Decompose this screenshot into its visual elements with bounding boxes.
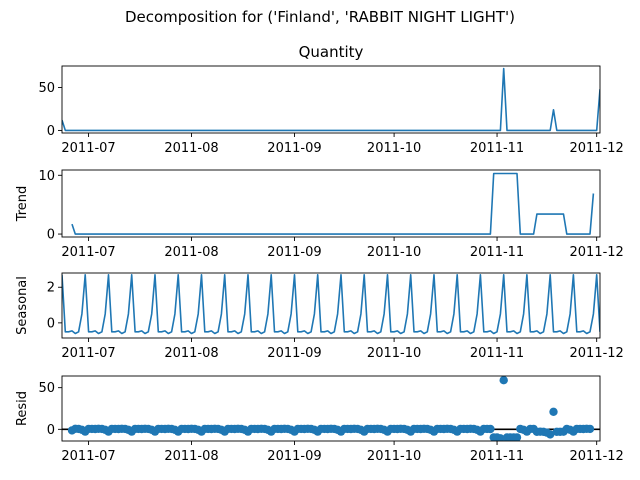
xtick-label: 2011-09 xyxy=(267,449,321,464)
ytick-label: 2 xyxy=(47,281,55,296)
ytick-label: 50 xyxy=(38,81,55,96)
xtick-label: 2011-12 xyxy=(570,141,624,156)
xtick-label: 2011-10 xyxy=(367,141,421,156)
xtick-label: 2011-12 xyxy=(570,245,624,260)
plot-area xyxy=(71,172,595,235)
axes-frame xyxy=(61,272,601,339)
figure-suptitle: Decomposition for ('Finland', 'RABBIT NI… xyxy=(125,8,515,26)
xtick-label: 2011-11 xyxy=(470,449,524,464)
panel-quantity: 0 50 2011-07 2011-08 2011-09 2011-10 2011-11 20… xyxy=(38,43,623,156)
ytick-label: 0 xyxy=(47,316,55,331)
xtick-label: 2011-08 xyxy=(164,346,218,361)
series-line xyxy=(71,172,595,235)
xtick-label: 2011-08 xyxy=(164,449,218,464)
resid-point xyxy=(546,430,555,439)
xtick-label: 2011-09 xyxy=(267,141,321,156)
xtick-label: 2011-07 xyxy=(61,141,115,156)
resid-point xyxy=(486,424,495,434)
xtick-label: 2011-10 xyxy=(367,346,421,361)
xtick-label: 2011-10 xyxy=(367,449,421,464)
plot-area xyxy=(62,273,600,335)
axes-frame xyxy=(61,375,601,442)
plot-area xyxy=(62,67,600,132)
axis-ylabel: Trend xyxy=(15,186,30,223)
xtick-label: 2011-12 xyxy=(570,346,624,361)
ytick-label: 0 xyxy=(47,124,55,139)
axes-frame xyxy=(61,65,601,134)
series-line xyxy=(62,67,600,132)
plot-area xyxy=(62,376,600,441)
xtick-label: 2011-11 xyxy=(470,141,524,156)
panel-seasonal: 0 2 2011-07 2011-08 2011-09 2011-10 2011-11 201… xyxy=(15,272,624,361)
axis-ylabel: Seasonal xyxy=(15,276,30,335)
ytick-label: 10 xyxy=(38,169,55,184)
panel-trend: 0 10 2011-07 2011-08 2011-09 2011-10 2011-11 20… xyxy=(15,169,624,260)
ytick-label: 50 xyxy=(38,381,55,396)
xtick-label: 2011-07 xyxy=(61,449,115,464)
xtick-label: 2011-12 xyxy=(570,449,624,464)
xtick-label: 2011-09 xyxy=(267,245,321,260)
panel-title: Quantity xyxy=(299,43,364,61)
xtick-label: 2011-10 xyxy=(367,245,421,260)
series-line xyxy=(62,273,600,335)
axes-frame xyxy=(61,169,601,238)
xtick-label: 2011-08 xyxy=(164,245,218,260)
xtick-label: 2011-07 xyxy=(61,245,115,260)
xtick-label: 2011-11 xyxy=(470,346,524,361)
axis-ylabel: Resid xyxy=(15,391,30,426)
xtick-label: 2011-07 xyxy=(61,346,115,361)
xtick-label: 2011-08 xyxy=(164,141,218,156)
xtick-label: 2011-09 xyxy=(267,346,321,361)
resid-point xyxy=(585,424,595,434)
ytick-label: 0 xyxy=(47,228,55,243)
resid-point xyxy=(549,407,558,416)
panel-resid: 0 50 2011-07 2011-08 2011-09 2011-10 2011-11 20… xyxy=(15,375,624,464)
resid-point xyxy=(499,376,508,385)
xtick-label: 2011-11 xyxy=(470,245,524,260)
resid-point xyxy=(512,433,522,441)
ytick-label: 0 xyxy=(47,423,55,438)
resid-point xyxy=(496,434,505,441)
